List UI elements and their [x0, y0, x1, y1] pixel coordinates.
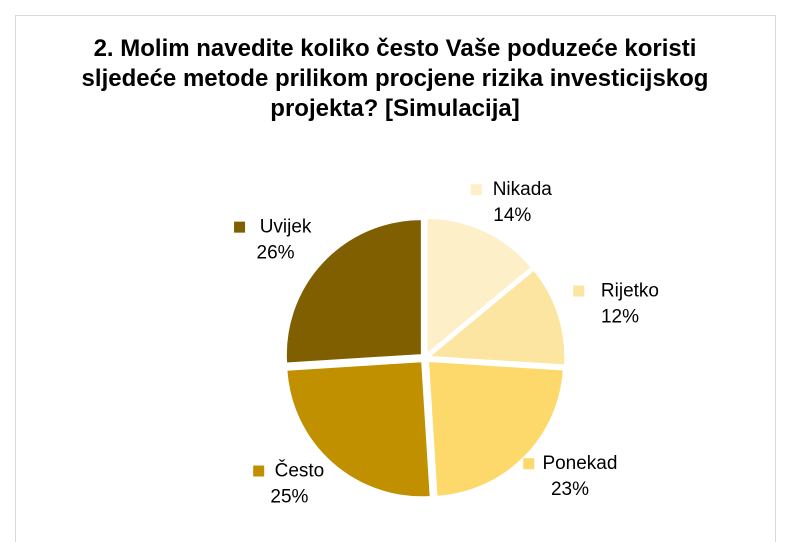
chart-title: 2. Molim navedite koliko često Vaše podu… [81, 35, 709, 122]
legend-swatch [234, 221, 246, 233]
slice-value-label: 26% [257, 243, 295, 264]
slice-value-label: 25% [270, 487, 308, 508]
pie-slice [426, 217, 532, 355]
slice-label: Uvijek [260, 217, 312, 238]
slice-value-label: 23% [551, 479, 589, 500]
slice-value-label: 14% [493, 205, 531, 226]
slice-label: Rijetko [601, 280, 659, 301]
pie-slice [428, 269, 566, 366]
pie-slice [285, 219, 422, 364]
legend-swatch [253, 465, 265, 477]
slice-label: Nikada [493, 179, 553, 200]
slice-label: Ponekad [542, 453, 617, 474]
slice-label: Često [275, 460, 325, 482]
slice-value-label: 12% [601, 306, 639, 327]
chart-border [15, 15, 776, 542]
pie-slice [428, 361, 564, 497]
legend-swatch [470, 184, 482, 196]
legend-swatch [573, 285, 585, 297]
legend-swatch [523, 458, 535, 470]
pie-slice [286, 361, 431, 498]
